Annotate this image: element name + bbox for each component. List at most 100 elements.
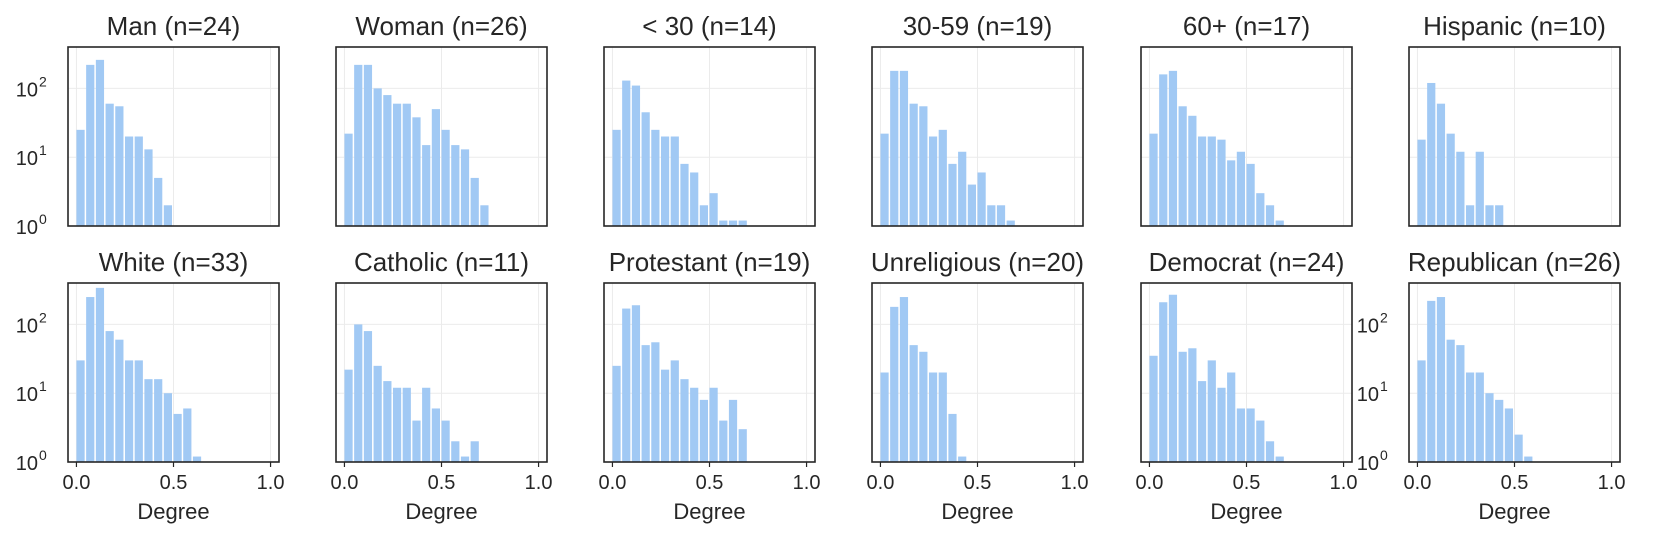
histogram-bar	[709, 387, 718, 462]
histogram-bar	[660, 369, 670, 462]
histogram-bar	[699, 399, 708, 462]
histogram-bar	[86, 64, 95, 227]
histogram-bar	[124, 136, 134, 226]
histogram-bar	[470, 177, 479, 226]
histogram-bar	[183, 408, 192, 462]
histogram-panel: Woman (n=26)	[335, 11, 548, 227]
histogram-bar	[1149, 355, 1158, 462]
histogram-bar	[134, 136, 143, 226]
histogram-bar	[880, 372, 889, 462]
x-tick-label: 1.0	[1061, 472, 1089, 494]
histogram-bar	[115, 106, 124, 226]
histogram-bar	[105, 331, 114, 462]
histogram-bar	[690, 387, 699, 462]
histogram-bar	[1275, 456, 1284, 462]
histogram-bar	[1188, 115, 1197, 226]
y-tick-label: 10	[16, 384, 38, 406]
histogram-bar	[890, 306, 899, 462]
histogram-bar	[1495, 205, 1504, 226]
histogram-bar	[719, 220, 728, 226]
histogram-bar	[622, 80, 631, 227]
histogram-bar	[670, 136, 679, 226]
y-tick-exponent: 0	[39, 211, 47, 227]
histogram-bar	[1197, 136, 1207, 226]
histogram-bar	[967, 184, 976, 226]
histogram-bar	[612, 365, 621, 462]
histogram-bar	[86, 297, 95, 462]
histogram-bar	[1197, 381, 1207, 462]
histogram-bar	[938, 372, 947, 462]
x-tick-label: 0.5	[428, 472, 456, 494]
x-tick-label: 0.0	[1404, 472, 1432, 494]
histogram-bar	[422, 387, 431, 462]
histogram-bar	[354, 324, 363, 462]
histogram-bar	[163, 393, 172, 462]
panel-title: Hispanic (n=10)	[1423, 11, 1606, 41]
histogram-bar	[1524, 456, 1533, 462]
histogram-bar	[909, 103, 918, 226]
y-tick-exponent: 0	[1380, 447, 1388, 463]
histogram-bar	[880, 133, 889, 226]
histogram-bar	[134, 360, 143, 462]
histogram-bar	[1236, 408, 1245, 462]
histogram-panel: Hispanic (n=10)	[1408, 11, 1621, 227]
histogram-bar	[344, 369, 353, 462]
histogram-bar	[919, 351, 928, 462]
histogram-bar	[928, 372, 938, 462]
y-tick-exponent: 0	[39, 447, 47, 463]
histogram-bar	[392, 387, 402, 462]
histogram-bar	[1275, 220, 1284, 226]
histogram-bar	[641, 112, 650, 226]
histogram-bar	[392, 103, 402, 226]
panel-title: < 30 (n=14)	[642, 11, 776, 41]
x-axis-label: Degree	[941, 499, 1013, 524]
histogram-bar	[1265, 441, 1275, 462]
y-tick-label: 10	[16, 79, 38, 101]
histogram-bar	[95, 287, 105, 462]
histogram-bar	[1227, 372, 1236, 462]
histogram-bar	[154, 379, 163, 462]
panel-frame	[1408, 46, 1621, 227]
x-tick-label: 0.0	[331, 472, 359, 494]
panel-frame	[335, 46, 548, 227]
histogram-panel: < 30 (n=14)	[603, 11, 816, 227]
histogram-bar	[154, 177, 163, 226]
histogram-bar	[144, 379, 153, 462]
histogram-bar	[1236, 151, 1245, 226]
histogram-bar	[938, 129, 947, 226]
histogram-bar	[402, 387, 411, 462]
histogram-bar	[354, 64, 363, 227]
histogram-bar	[987, 205, 996, 226]
x-axis-label: Degree	[1210, 499, 1282, 524]
panel-title: 60+ (n=17)	[1183, 11, 1310, 41]
histogram-bar	[1465, 205, 1475, 226]
histogram-bar	[470, 441, 479, 462]
histogram-bar	[1514, 434, 1523, 462]
x-tick-label: 0.0	[63, 472, 91, 494]
histogram-bar	[1168, 294, 1178, 462]
histogram-bar	[1265, 205, 1275, 226]
histogram-bar	[402, 103, 411, 226]
x-axis-label: Degree	[673, 499, 745, 524]
histogram-bar	[719, 420, 728, 462]
histogram-bar	[1149, 133, 1158, 226]
histogram-bar	[1417, 139, 1426, 226]
histogram-bar	[1436, 297, 1446, 462]
panel-title: Woman (n=26)	[355, 11, 527, 41]
y-tick-label: 10	[1357, 315, 1379, 337]
histogram-bar	[977, 172, 986, 226]
histogram-bar	[76, 129, 85, 226]
histogram-bar	[699, 205, 708, 226]
panel-title: 30-59 (n=19)	[903, 11, 1053, 41]
x-axis-label: Degree	[405, 499, 477, 524]
histogram-bar	[1456, 151, 1465, 226]
histogram-bar	[173, 413, 182, 462]
x-tick-label: 0.0	[867, 472, 895, 494]
histogram-bar	[1227, 160, 1236, 226]
histogram-bar	[738, 220, 747, 226]
histogram-bar	[412, 420, 421, 462]
histogram-panel: Catholic (n=11) 0.0 0.5 1.0 Degree	[331, 247, 553, 524]
histogram-bar	[631, 305, 641, 462]
x-tick-label: 1.0	[525, 472, 553, 494]
